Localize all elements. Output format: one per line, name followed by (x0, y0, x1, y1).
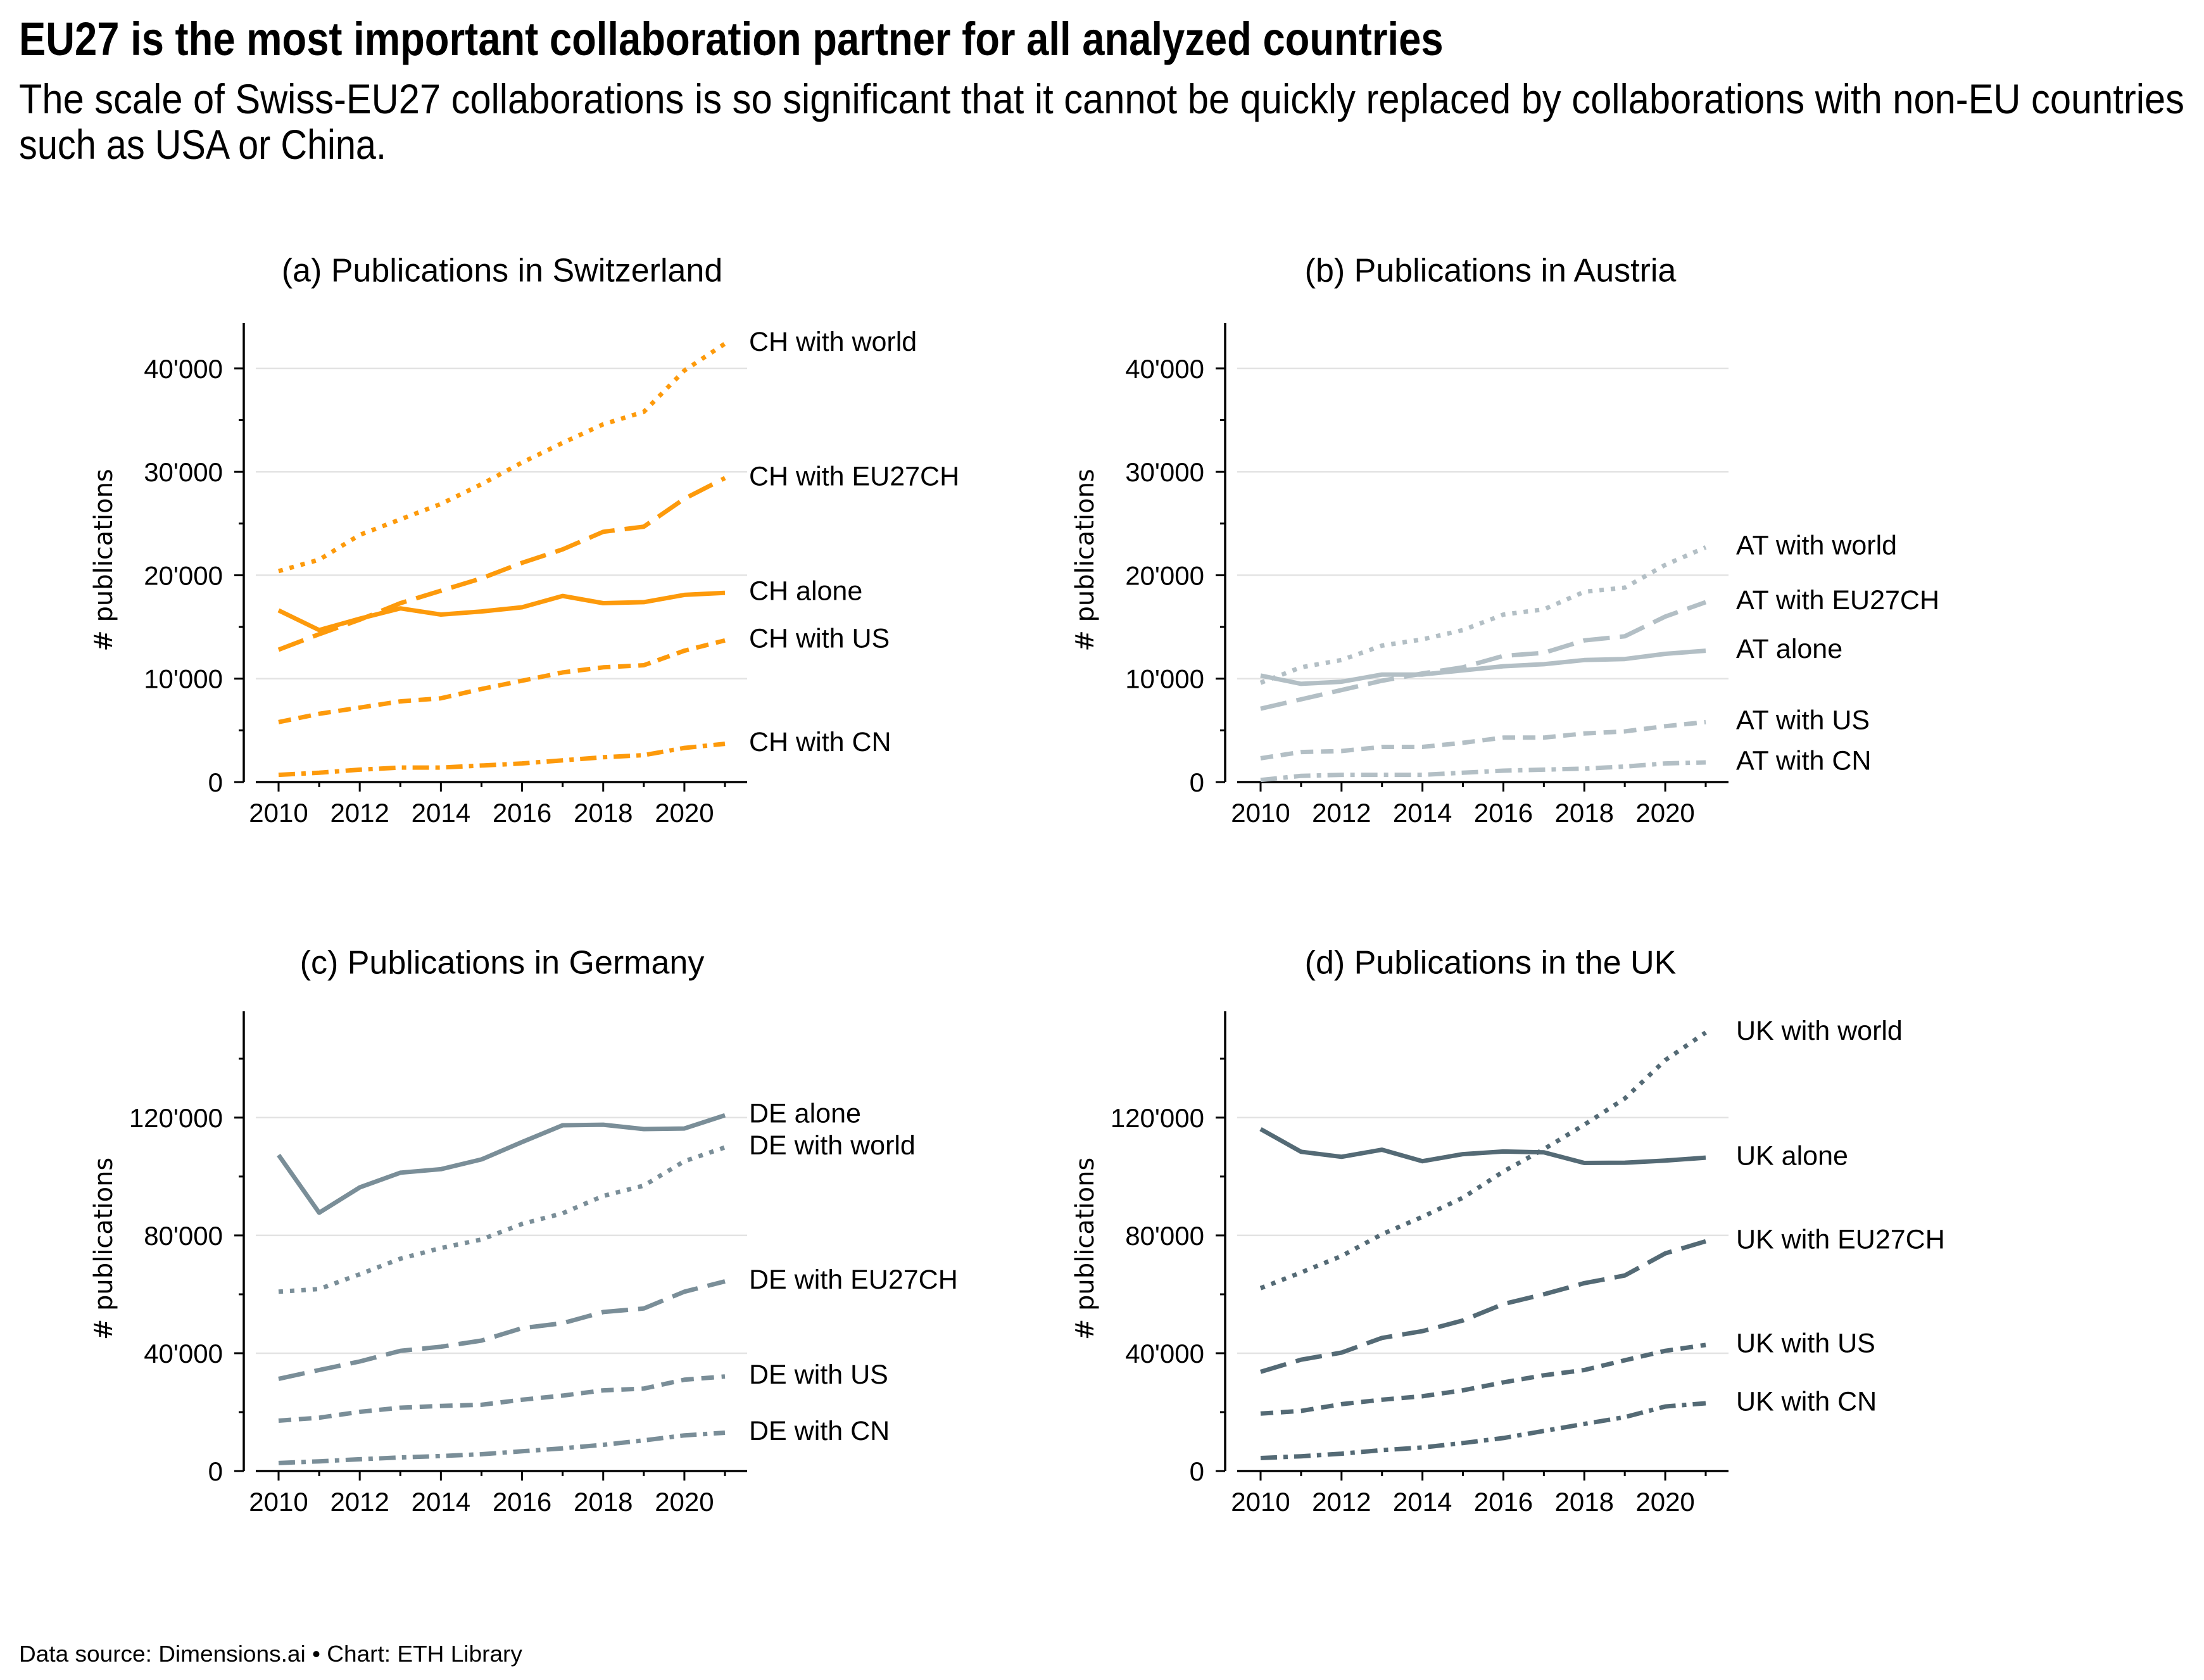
series-line-at-with-us (1260, 719, 1706, 761)
y-tick-label: 40'000 (1125, 354, 1204, 384)
series-end-label: CH with world (749, 327, 917, 357)
x-tick-label: 2014 (1393, 1487, 1452, 1517)
x-tick-label: 2010 (1231, 1487, 1290, 1517)
series-line-uk-with-us (1260, 1342, 1706, 1416)
x-tick-label: 2010 (249, 1487, 308, 1517)
y-tick-label: 20'000 (1125, 560, 1204, 590)
x-tick-label: 2014 (412, 1487, 470, 1517)
x-tick-label: 2020 (1635, 1487, 1694, 1517)
series-end-label: DE with EU27CH (749, 1265, 958, 1295)
chart-subtitle-line-2: such as USA or China. (19, 121, 386, 168)
panel-d: (d) Publications in the UK # publications… (1071, 945, 1945, 1517)
series-line-at-with-world (1259, 545, 1707, 685)
series-end-label: DE with CN (749, 1416, 890, 1446)
series-line-de-with-world (278, 1145, 726, 1294)
series-line-uk-with-cn (1260, 1401, 1706, 1460)
y-tick-label: 10'000 (144, 664, 223, 694)
x-tick-label: 2014 (412, 798, 470, 828)
x-tick-label: 2020 (1635, 798, 1694, 828)
series-line-at-with-cn (1260, 760, 1706, 783)
series-line-de-with-cn (278, 1431, 726, 1465)
series-end-label: CH with CN (749, 727, 891, 757)
panel-title: (c) Publications in Germany (300, 945, 705, 982)
y-tick-label: 40'000 (1125, 1339, 1204, 1368)
series-line-ch-alone (277, 590, 726, 633)
x-tick-label: 2016 (1474, 798, 1533, 828)
series-end-label: UK with CN (1736, 1386, 1877, 1417)
y-tick-label: 0 (208, 767, 223, 797)
y-tick-label: 0 (1190, 767, 1204, 797)
x-tick-label: 2020 (655, 1487, 714, 1517)
y-tick-label: 40'000 (144, 1339, 223, 1368)
panel-title: (d) Publications in the UK (1305, 945, 1677, 982)
x-tick-label: 2018 (1555, 798, 1614, 828)
y-axis-label: # publications (89, 1158, 118, 1341)
series-end-label: AT with world (1736, 531, 1897, 561)
panel-a: (a) Publications in Switzerland # publica… (89, 253, 959, 828)
series-line-de-alone (277, 1113, 726, 1215)
series-end-label: AT with EU27CH (1736, 585, 1939, 616)
series-line-at-with-eu27ch (1260, 600, 1707, 711)
x-tick-label: 2010 (1231, 798, 1290, 828)
chart-main-title: EU27 is the most important collaboration… (19, 13, 1444, 65)
series-line-ch-with-world (278, 341, 726, 574)
y-axis-label: # publications (89, 469, 118, 652)
panel-b: (b) Publications in Austria # publication… (1071, 253, 1939, 828)
series-end-label: CH alone (749, 576, 862, 607)
y-tick-label: 30'000 (1125, 457, 1204, 487)
x-tick-label: 2018 (1555, 1487, 1614, 1517)
x-tick-label: 2020 (655, 798, 714, 828)
x-tick-label: 2012 (1312, 798, 1371, 828)
y-tick-label: 0 (208, 1456, 223, 1486)
series-line-de-with-us (278, 1374, 726, 1423)
y-tick-label: 80'000 (1125, 1221, 1204, 1251)
series-end-label: AT with CN (1736, 745, 1871, 776)
panel-c: (c) Publications in Germany # publication… (89, 945, 958, 1517)
x-tick-label: 2016 (493, 1487, 551, 1517)
series-end-label: AT with US (1736, 705, 1870, 736)
series-end-label: UK with EU27CH (1736, 1225, 1945, 1255)
series-line-uk-alone (1259, 1127, 1706, 1165)
x-tick-label: 2014 (1393, 798, 1452, 828)
series-end-label: DE with world (749, 1130, 916, 1161)
x-tick-label: 2012 (330, 1487, 389, 1517)
y-tick-label: 120'000 (129, 1103, 223, 1133)
series-end-label: CH with EU27CH (749, 461, 959, 491)
y-tick-label: 40'000 (144, 354, 223, 384)
y-tick-label: 30'000 (144, 457, 223, 487)
y-axis-label: # publications (1071, 469, 1100, 652)
x-tick-label: 2016 (493, 798, 551, 828)
series-line-de-with-eu27ch (278, 1279, 726, 1381)
series-line-uk-with-eu27ch (1259, 1239, 1707, 1374)
x-tick-label: 2012 (1312, 1487, 1371, 1517)
x-tick-label: 2018 (574, 1487, 633, 1517)
series-line-ch-with-cn (278, 742, 726, 778)
series-end-label: DE with US (749, 1360, 888, 1390)
y-tick-label: 20'000 (144, 560, 223, 590)
y-tick-label: 10'000 (1125, 664, 1204, 694)
y-axis-label: # publications (1071, 1158, 1100, 1341)
x-tick-label: 2018 (574, 798, 633, 828)
chart-subtitle-line-1: The scale of Swiss-EU27 collaborations i… (19, 75, 2184, 122)
x-tick-label: 2012 (330, 798, 389, 828)
x-tick-label: 2010 (249, 798, 308, 828)
x-tick-label: 2016 (1474, 1487, 1533, 1517)
series-end-label: AT alone (1736, 634, 1842, 664)
y-tick-label: 120'000 (1111, 1103, 1204, 1133)
panel-title: (a) Publications in Switzerland (282, 253, 723, 289)
panel-title: (b) Publications in Austria (1305, 253, 1677, 289)
series-end-label: DE alone (749, 1099, 861, 1129)
series-end-label: UK with US (1736, 1328, 1875, 1358)
series-end-label: CH with US (749, 624, 890, 654)
series-line-at-alone (1260, 648, 1706, 686)
y-tick-label: 0 (1190, 1456, 1204, 1486)
y-tick-label: 80'000 (144, 1221, 223, 1251)
series-line-ch-with-us (278, 638, 726, 724)
chart-source-footer: Data source: Dimensions.ai • Chart: ETH … (19, 1641, 522, 1667)
series-end-label: UK with world (1736, 1016, 1903, 1046)
series-end-label: UK alone (1736, 1141, 1848, 1172)
